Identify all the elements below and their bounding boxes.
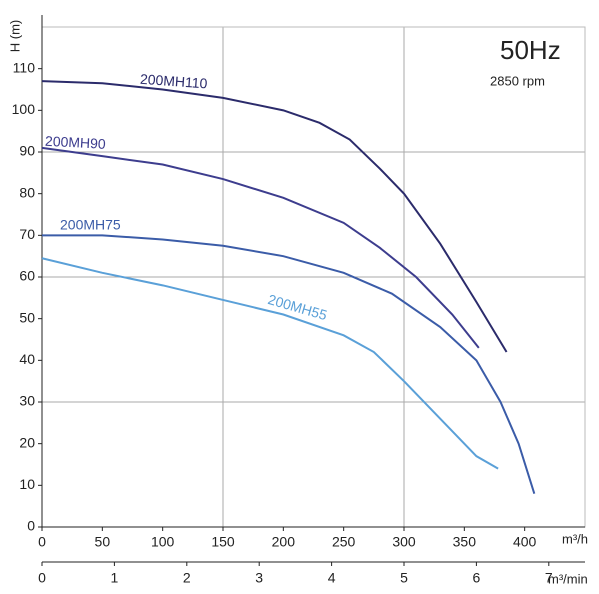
x-tick-label: 0 bbox=[38, 534, 46, 550]
curve bbox=[41, 146, 480, 349]
x-tick-label: 200 bbox=[272, 534, 296, 550]
y-axis-label: H (m) bbox=[7, 20, 22, 53]
curve bbox=[41, 257, 499, 470]
y-tick-label: 80 bbox=[19, 184, 35, 200]
x-axis-label: m³/h bbox=[562, 531, 588, 546]
chart-subtitle: 2850 rpm bbox=[490, 73, 545, 88]
x2-tick-label: 6 bbox=[473, 570, 481, 586]
y-tick-label: 40 bbox=[19, 351, 35, 367]
x2-tick-label: 1 bbox=[111, 570, 119, 586]
y-tick-label: 50 bbox=[19, 309, 35, 325]
y-tick-label: 60 bbox=[19, 268, 35, 284]
x2-tick-label: 3 bbox=[255, 570, 263, 586]
x-tick-label: 50 bbox=[95, 534, 111, 550]
y-tick-label: 10 bbox=[19, 476, 35, 492]
y-tick-label: 110 bbox=[13, 59, 36, 75]
x-tick-label: 350 bbox=[453, 534, 477, 550]
x-tick-label: 250 bbox=[332, 534, 356, 550]
y-tick-label: 70 bbox=[19, 226, 35, 242]
x2-tick-label: 0 bbox=[38, 570, 46, 586]
curve bbox=[42, 234, 536, 494]
y-tick-label: 100 bbox=[12, 101, 36, 117]
x2-tick-label: 2 bbox=[183, 570, 191, 586]
series-label: 200MH90 bbox=[45, 133, 107, 152]
x2-tick-label: 4 bbox=[328, 570, 336, 586]
x-tick-label: 150 bbox=[211, 534, 235, 550]
series-label: 200MH75 bbox=[60, 217, 121, 233]
x2-axis-label: m³/min bbox=[548, 571, 588, 586]
chart-title: 50Hz bbox=[500, 35, 561, 65]
x-tick-label: 300 bbox=[392, 534, 416, 550]
y-tick-label: 30 bbox=[19, 393, 35, 409]
curve bbox=[41, 80, 508, 353]
series-label: 200MH110 bbox=[140, 71, 209, 92]
x2-tick-label: 7 bbox=[545, 570, 553, 586]
y-tick-label: 90 bbox=[19, 143, 35, 159]
x-tick-label: 400 bbox=[513, 534, 537, 550]
x2-tick-label: 5 bbox=[400, 570, 408, 586]
y-tick-label: 20 bbox=[19, 434, 35, 450]
x-tick-label: 100 bbox=[151, 534, 175, 550]
y-tick-label: 0 bbox=[27, 518, 35, 534]
